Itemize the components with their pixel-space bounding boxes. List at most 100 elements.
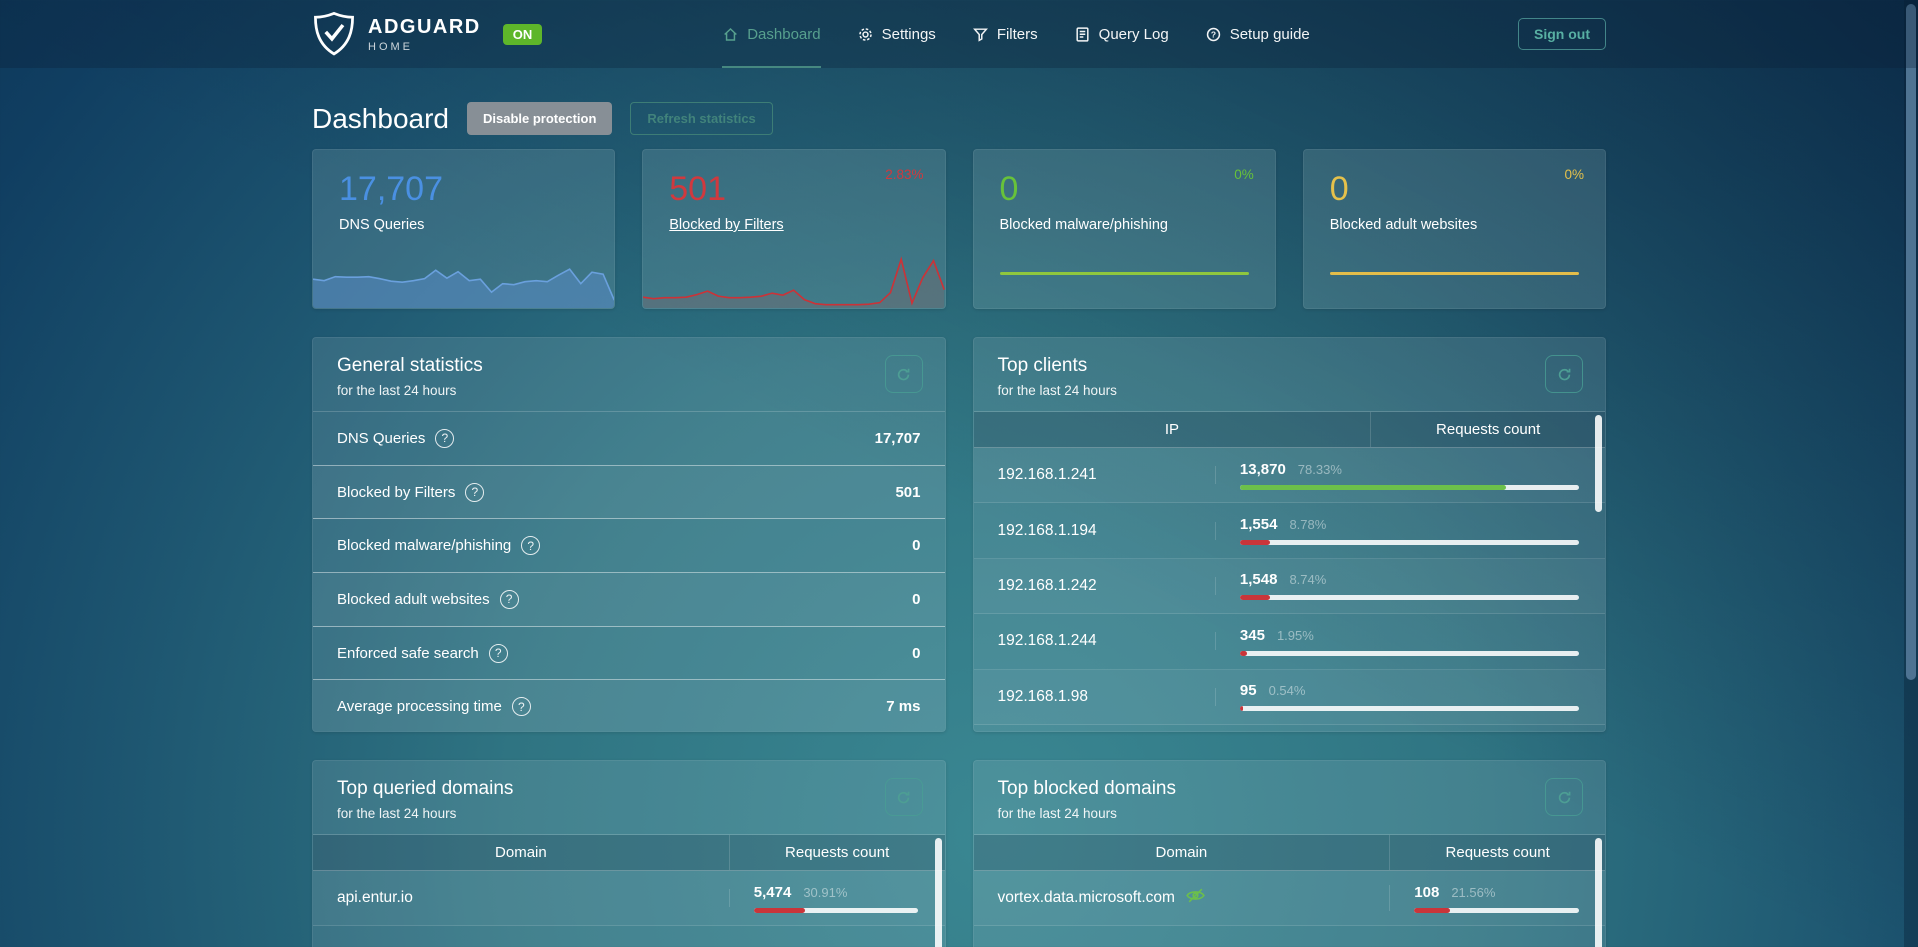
refresh-icon-button[interactable] bbox=[1545, 778, 1583, 816]
help-icon[interactable]: ? bbox=[435, 428, 455, 448]
help-icon[interactable]: ? bbox=[511, 697, 531, 717]
disable-protection-button[interactable]: Disable protection bbox=[466, 102, 613, 135]
blocked-malware-trend-line bbox=[999, 272, 1249, 275]
blocked-malware-label: Blocked malware/phishing bbox=[999, 217, 1168, 233]
help-icon[interactable]: ? bbox=[465, 482, 485, 502]
panel-subtitle: for the last 24 hours bbox=[337, 806, 457, 821]
top-blocked-domains-panel: Top blocked domains for the last 24 hour… bbox=[972, 760, 1606, 947]
adguard-home-logo[interactable]: ADGUARD HOME ON bbox=[312, 10, 543, 58]
nav-label: Settings bbox=[881, 25, 936, 43]
help-icon[interactable]: ? bbox=[488, 643, 508, 663]
general-stats-rows: DNS Queries? 17,707 Blocked by Filters? … bbox=[313, 412, 945, 731]
progress-bar bbox=[1239, 540, 1579, 546]
request-percent: 78.33% bbox=[1297, 461, 1342, 477]
stat-row-blocked-adult: Blocked adult websites? 0 bbox=[313, 573, 945, 627]
client-row: 192.168.1.241 13,870 78.33% bbox=[973, 448, 1605, 504]
refresh-icon bbox=[1558, 791, 1570, 803]
domain-row: api.entur.io 5,474 30.91% bbox=[313, 871, 945, 927]
progress-bar bbox=[1239, 484, 1579, 490]
eye-off-icon bbox=[1185, 885, 1206, 911]
question-circle-icon: ? bbox=[1206, 27, 1220, 41]
progress-bar bbox=[753, 907, 919, 913]
nav-item-filters[interactable]: Filters bbox=[972, 0, 1038, 68]
stat-row-safe-search: Enforced safe search? 0 bbox=[313, 627, 945, 681]
progress-bar bbox=[1239, 650, 1579, 656]
nav-item-dashboard[interactable]: Dashboard bbox=[722, 0, 821, 68]
blocked-adult-value: 0 bbox=[1329, 170, 1349, 208]
protection-status-badge: ON bbox=[502, 23, 543, 45]
stat-row-dns-queries: DNS Queries? 17,707 bbox=[313, 412, 945, 466]
top-navbar: ADGUARD HOME ON Dashboard Settings Filte… bbox=[0, 0, 1918, 68]
blocked-adult-label: Blocked adult websites bbox=[1329, 217, 1478, 233]
progress-bar bbox=[1239, 595, 1579, 601]
request-percent: 8.74% bbox=[1289, 572, 1327, 588]
client-row: 192.168.1.98 95 0.54% bbox=[973, 669, 1605, 725]
stat-row-processing-time: Average processing time? 7 ms bbox=[313, 680, 945, 731]
bottom-panels-row: Top queried domains for the last 24 hour… bbox=[312, 760, 1606, 947]
client-ip: 192.168.1.244 bbox=[974, 632, 1216, 651]
client-ip: 192.168.1.194 bbox=[974, 521, 1216, 540]
table-header: Domain Requests count bbox=[313, 835, 945, 871]
request-count: 1,548 bbox=[1239, 571, 1278, 589]
panel-subtitle: for the last 24 hours bbox=[337, 383, 457, 398]
dashboard-page: Dashboard Disable protection Refresh sta… bbox=[312, 68, 1606, 947]
stat-row-value: 0 bbox=[912, 537, 921, 555]
client-row: 192.168.1.242 1,548 8.74% bbox=[973, 558, 1605, 615]
nav-item-settings[interactable]: Settings bbox=[857, 0, 936, 68]
card-blocked-malware: 0% 0 Blocked malware/phishing bbox=[972, 149, 1276, 309]
stat-row-label: Blocked malware/phishing bbox=[337, 537, 512, 555]
domain-row: vortex.data.microsoft.com 108 21.56% bbox=[973, 871, 1605, 927]
home-icon bbox=[724, 27, 738, 41]
domain-name: vortex.data.microsoft.com bbox=[997, 889, 1175, 907]
card-blocked-by-filters: 2.83% 501 Blocked by Filters bbox=[642, 149, 946, 309]
request-percent: 1.95% bbox=[1276, 627, 1314, 643]
nav-item-setup-guide[interactable]: ? Setup guide bbox=[1205, 0, 1310, 68]
table-header: IP Requests count bbox=[973, 412, 1605, 448]
card-dns-queries: 17,707 DNS Queries bbox=[312, 149, 616, 309]
refresh-icon-button[interactable] bbox=[1545, 355, 1583, 393]
top-clients-table: IP Requests count 192.168.1.241 13,870 78… bbox=[973, 412, 1605, 725]
panel-scrollbar[interactable] bbox=[1595, 838, 1602, 947]
dns-queries-label: DNS Queries bbox=[339, 217, 425, 233]
column-header-domain: Domain bbox=[313, 835, 730, 870]
top-blocked-table: Domain Requests count vortex.data.micros… bbox=[973, 835, 1605, 947]
help-icon[interactable]: ? bbox=[499, 589, 519, 609]
nav-label: Filters bbox=[996, 25, 1038, 43]
page-scrollbar-thumb[interactable] bbox=[1906, 4, 1916, 680]
column-header-requests: Requests count bbox=[1445, 844, 1550, 861]
blocked-filters-sparkline bbox=[643, 254, 945, 308]
stat-row-label: Enforced safe search bbox=[337, 644, 479, 662]
nav-label: Dashboard bbox=[747, 25, 821, 43]
progress-bar bbox=[1239, 706, 1579, 712]
refresh-statistics-button[interactable]: Refresh statistics bbox=[630, 102, 773, 135]
refresh-icon bbox=[1558, 368, 1570, 380]
nav-item-query-log[interactable]: Query Log bbox=[1074, 0, 1169, 68]
page-scrollbar[interactable] bbox=[1904, 0, 1918, 947]
blocked-filters-link[interactable]: Blocked by Filters bbox=[669, 217, 784, 233]
refresh-icon-button[interactable] bbox=[884, 778, 923, 816]
request-count: 108 bbox=[1414, 883, 1440, 901]
dns-queries-value: 17,707 bbox=[339, 170, 443, 208]
nav-label: Query Log bbox=[1098, 25, 1169, 43]
sign-out-button[interactable]: Sign out bbox=[1518, 18, 1606, 50]
blocked-filters-percent: 2.83% bbox=[885, 167, 924, 182]
panel-subtitle: for the last 24 hours bbox=[997, 806, 1117, 821]
client-row: 192.168.1.244 345 1.95% bbox=[973, 614, 1605, 670]
stat-row-blocked-filters: Blocked by Filters? 501 bbox=[313, 465, 945, 520]
panel-scrollbar[interactable] bbox=[934, 838, 942, 947]
column-header-requests: Requests count bbox=[785, 844, 890, 861]
stat-row-label: DNS Queries bbox=[337, 429, 426, 447]
document-icon bbox=[1076, 26, 1089, 42]
panel-scrollbar[interactable] bbox=[1595, 415, 1602, 512]
help-icon[interactable]: ? bbox=[521, 536, 541, 556]
stat-row-value: 501 bbox=[895, 483, 921, 501]
client-row: 192.168.1.194 1,554 8.78% bbox=[973, 503, 1605, 559]
gear-icon bbox=[858, 27, 872, 41]
brand-subtitle: HOME bbox=[368, 40, 413, 53]
request-percent: 21.56% bbox=[1451, 884, 1496, 900]
request-count: 345 bbox=[1239, 626, 1265, 644]
nav-label: Setup guide bbox=[1229, 25, 1310, 43]
page-header: Dashboard Disable protection Refresh sta… bbox=[312, 102, 1606, 135]
refresh-icon-button[interactable] bbox=[884, 355, 923, 393]
request-count: 5,474 bbox=[753, 883, 792, 901]
